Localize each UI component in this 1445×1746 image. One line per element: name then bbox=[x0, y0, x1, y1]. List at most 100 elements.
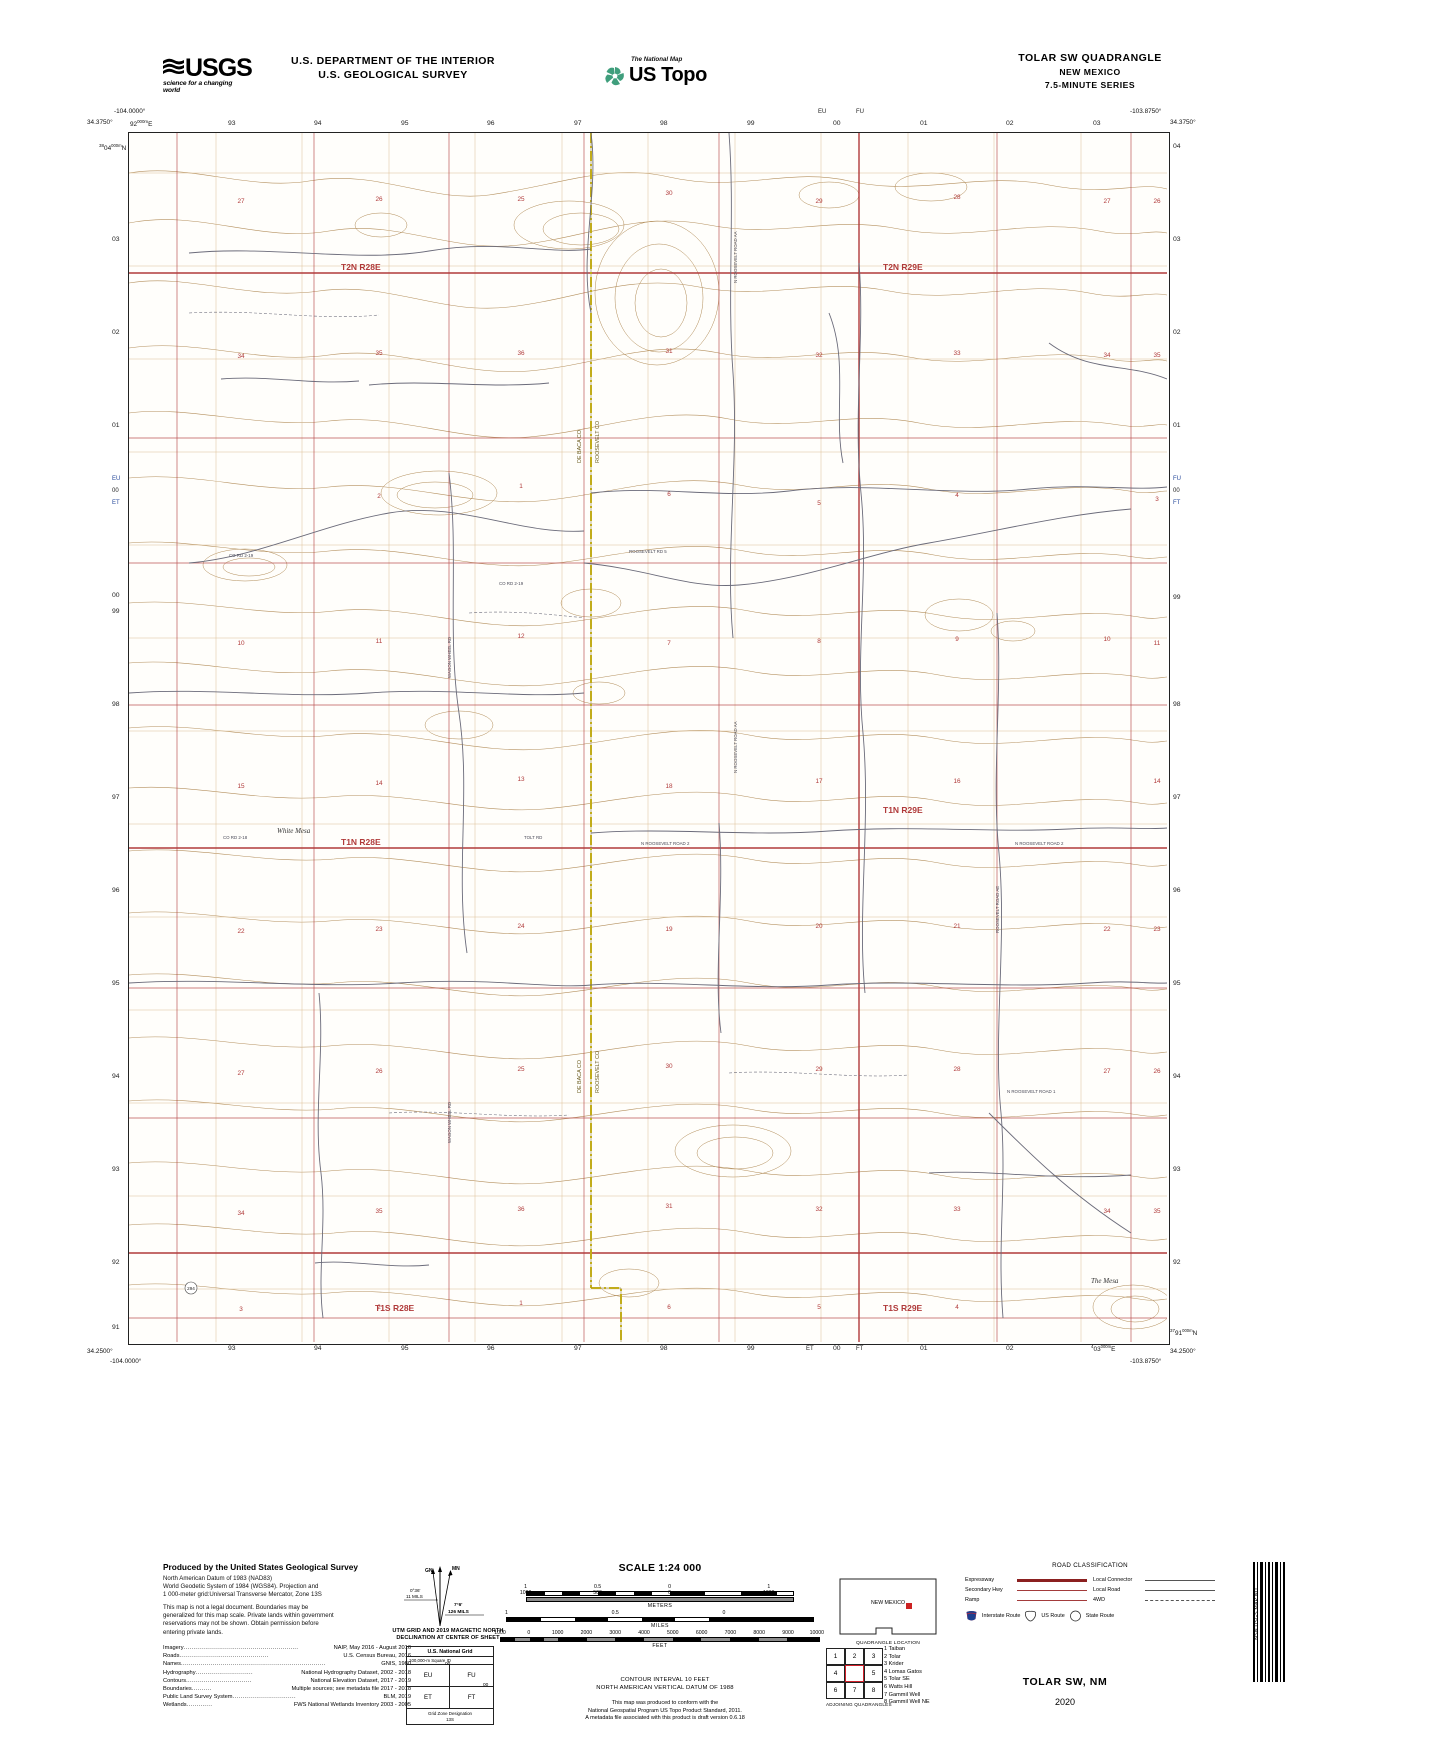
adjoining-cell-8: 8 bbox=[863, 1681, 884, 1700]
svg-text:35: 35 bbox=[1153, 352, 1161, 359]
adjoining-name: 1 Taiban bbox=[884, 1646, 906, 1652]
svg-text:36: 36 bbox=[517, 350, 525, 357]
scale-title: SCALE 1:24 000 bbox=[618, 1562, 702, 1574]
usng-title: U.S. National Grid bbox=[407, 1647, 493, 1657]
usng-cell-ft: FT bbox=[467, 1694, 476, 1701]
svg-text:CO RD 2-18: CO RD 2-18 bbox=[223, 835, 248, 840]
road-classification-title: ROAD CLASSIFICATION bbox=[1052, 1562, 1128, 1569]
corner-sw-longitude: -104.0000° bbox=[110, 1358, 142, 1365]
svg-text:23: 23 bbox=[1153, 926, 1161, 933]
svg-text:26: 26 bbox=[375, 1068, 383, 1075]
grid-tick-bottom: 00 bbox=[833, 1345, 841, 1352]
svg-text:14: 14 bbox=[375, 780, 383, 787]
corner-nw-northing: 3804000mN bbox=[99, 143, 127, 153]
adjoining-caption: ADJOINING QUADRANGLES bbox=[826, 1701, 892, 1707]
svg-text:34: 34 bbox=[237, 1210, 245, 1217]
source-row: Wetlands............. FWS National Wetlan… bbox=[163, 1702, 411, 1709]
adjoining-name: 4 Lomas Gatos bbox=[884, 1668, 922, 1675]
grid-tick-right: 93 bbox=[1173, 1166, 1181, 1173]
zone-left-eu: EU bbox=[112, 476, 121, 482]
grid-tick-right: 94 bbox=[1173, 1073, 1181, 1080]
svg-text:24: 24 bbox=[517, 923, 525, 930]
svg-text:28: 28 bbox=[953, 194, 961, 201]
road-legend-row: 4WD bbox=[1093, 1595, 1215, 1605]
township-label: T1N R28E bbox=[341, 837, 381, 847]
vertical-datum-line: NORTH AMERICAN VERTICAL DATUM OF 1988 bbox=[596, 1685, 734, 1691]
road-legend-row: Local Connector bbox=[1093, 1575, 1215, 1585]
local-road-line-swatch bbox=[1145, 1589, 1215, 1591]
grid-tick-left: 03 bbox=[112, 236, 120, 243]
us-topo-logo: The National Map US Topo bbox=[604, 56, 724, 90]
zone-right-00: 00 bbox=[1173, 488, 1180, 494]
scale-bar-meters: 1000 500 0 1000 METERS bbox=[500, 1590, 820, 1609]
barcode-icon bbox=[1253, 1562, 1285, 1682]
svg-text:WAGON WHEEL RD: WAGON WHEEL RD bbox=[447, 1102, 452, 1143]
us-route-label: US Route bbox=[1041, 1613, 1065, 1619]
declination-caption-2: DECLINATION AT CENTER OF SHEET bbox=[396, 1635, 500, 1641]
svg-text:N ROOSEVELT ROAD 2: N ROOSEVELT ROAD 2 bbox=[641, 841, 690, 846]
svg-text:11: 11 bbox=[1154, 640, 1161, 647]
svg-text:9: 9 bbox=[955, 636, 959, 643]
bottom-year: 2020 bbox=[1054, 1697, 1076, 1707]
svg-text:35: 35 bbox=[375, 350, 383, 357]
svg-text:3: 3 bbox=[239, 1306, 243, 1313]
map-collar-footer: Produced by the United States Geological… bbox=[0, 1548, 1445, 1746]
grid-tick-left: 99 bbox=[112, 608, 120, 615]
state-route-label: State Route bbox=[1085, 1613, 1115, 1619]
svg-text:1: 1 bbox=[519, 1300, 523, 1307]
data-sources-list: Imagery.................................… bbox=[163, 1644, 411, 1710]
svg-text:5: 5 bbox=[817, 1304, 821, 1311]
svg-text:GN: GN bbox=[425, 1568, 433, 1574]
svg-text:294: 294 bbox=[187, 1286, 195, 1291]
zone-label-top-fu: FU bbox=[856, 109, 864, 115]
grid-tick-right: 95 bbox=[1173, 980, 1181, 987]
usng-cells: EU FU ET FT bbox=[407, 1665, 493, 1708]
svg-text:ROOSEVELT RD 5: ROOSEVELT RD 5 bbox=[629, 549, 667, 554]
state-outline: NEW MEXICO bbox=[836, 1576, 940, 1638]
grid-tick-bottom: 96 bbox=[487, 1345, 495, 1352]
svg-text:22: 22 bbox=[1103, 926, 1111, 933]
svg-text:0°36': 0°36' bbox=[410, 1588, 421, 1593]
svg-text:27: 27 bbox=[237, 198, 245, 205]
source-row: Names...................................… bbox=[163, 1661, 411, 1668]
usng-cell-eu: EU bbox=[407, 1665, 450, 1687]
township-label: T1N R29E bbox=[883, 805, 923, 815]
svg-text:13: 13 bbox=[517, 776, 525, 783]
grid-tick-right: 99 bbox=[1173, 594, 1181, 601]
svg-text:34: 34 bbox=[237, 353, 245, 360]
new-mexico-outline-icon bbox=[839, 1578, 937, 1635]
production-metadata: Produced by the United States Geological… bbox=[163, 1562, 411, 1637]
svg-text:4: 4 bbox=[955, 492, 959, 499]
source-row: Boundaries.......... Multiple sources; se… bbox=[163, 1686, 411, 1693]
grid-tick-left: 00 bbox=[112, 592, 120, 599]
road-legend-left-column: Expressway Secondary Hwy Ramp bbox=[965, 1575, 1087, 1605]
produced-by-heading: Produced by the United States Geological… bbox=[163, 1562, 359, 1572]
svg-text:WAGON WHEEL RD: WAGON WHEEL RD bbox=[447, 637, 452, 678]
usgs-tagline: science for a changing world bbox=[163, 80, 233, 94]
township-label: T2N R29E bbox=[883, 262, 923, 272]
svg-text:31: 31 bbox=[665, 348, 673, 355]
barcode-block: NSN USGS MAP NO. bbox=[1243, 1562, 1287, 1682]
svg-text:DE BACA CO: DE BACA CO bbox=[577, 430, 583, 463]
usng-tick-right: 00 bbox=[483, 1683, 489, 1688]
grid-tick-right: 04 bbox=[1173, 143, 1181, 150]
svg-text:ROOSEVELT CO: ROOSEVELT CO bbox=[595, 421, 601, 463]
grid-tick-bottom: 01 bbox=[920, 1345, 928, 1352]
adjoining-cell-5: 5 bbox=[863, 1664, 884, 1683]
svg-text:CO RD 2-19: CO RD 2-19 bbox=[499, 581, 524, 586]
scale-block: SCALE 1:24 000 1 0.5 0 1 KILOMETERS 1000… bbox=[494, 1562, 824, 1650]
quadrangle-series: 7.5-MINUTE SERIES bbox=[1044, 80, 1136, 90]
grid-tick-right: 92 bbox=[1173, 1259, 1181, 1266]
corner-se-grid-easting: 403000mE bbox=[1091, 1344, 1116, 1354]
map-panel[interactable]: -104.0000° 34.3750° 92000mE -103.8750° 3… bbox=[87, 106, 1208, 1546]
usng-tick-top: 00 bbox=[445, 1662, 451, 1667]
grid-tick-right: 02 bbox=[1173, 329, 1181, 336]
svg-text:ROOSEVELT ROAD AE: ROOSEVELT ROAD AE bbox=[995, 886, 1000, 933]
standard-line-2: National Geospatial Program US Topo Prod… bbox=[588, 1707, 742, 1714]
quadrangle-title-block: TOLAR SW QUADRANGLE NEW MEXICO 7.5-MINUT… bbox=[945, 52, 1235, 90]
zone-label-top-eu: EU bbox=[818, 109, 827, 115]
grid-tick-bottom: 93 bbox=[228, 1345, 236, 1352]
svg-text:35: 35 bbox=[1153, 1208, 1161, 1215]
